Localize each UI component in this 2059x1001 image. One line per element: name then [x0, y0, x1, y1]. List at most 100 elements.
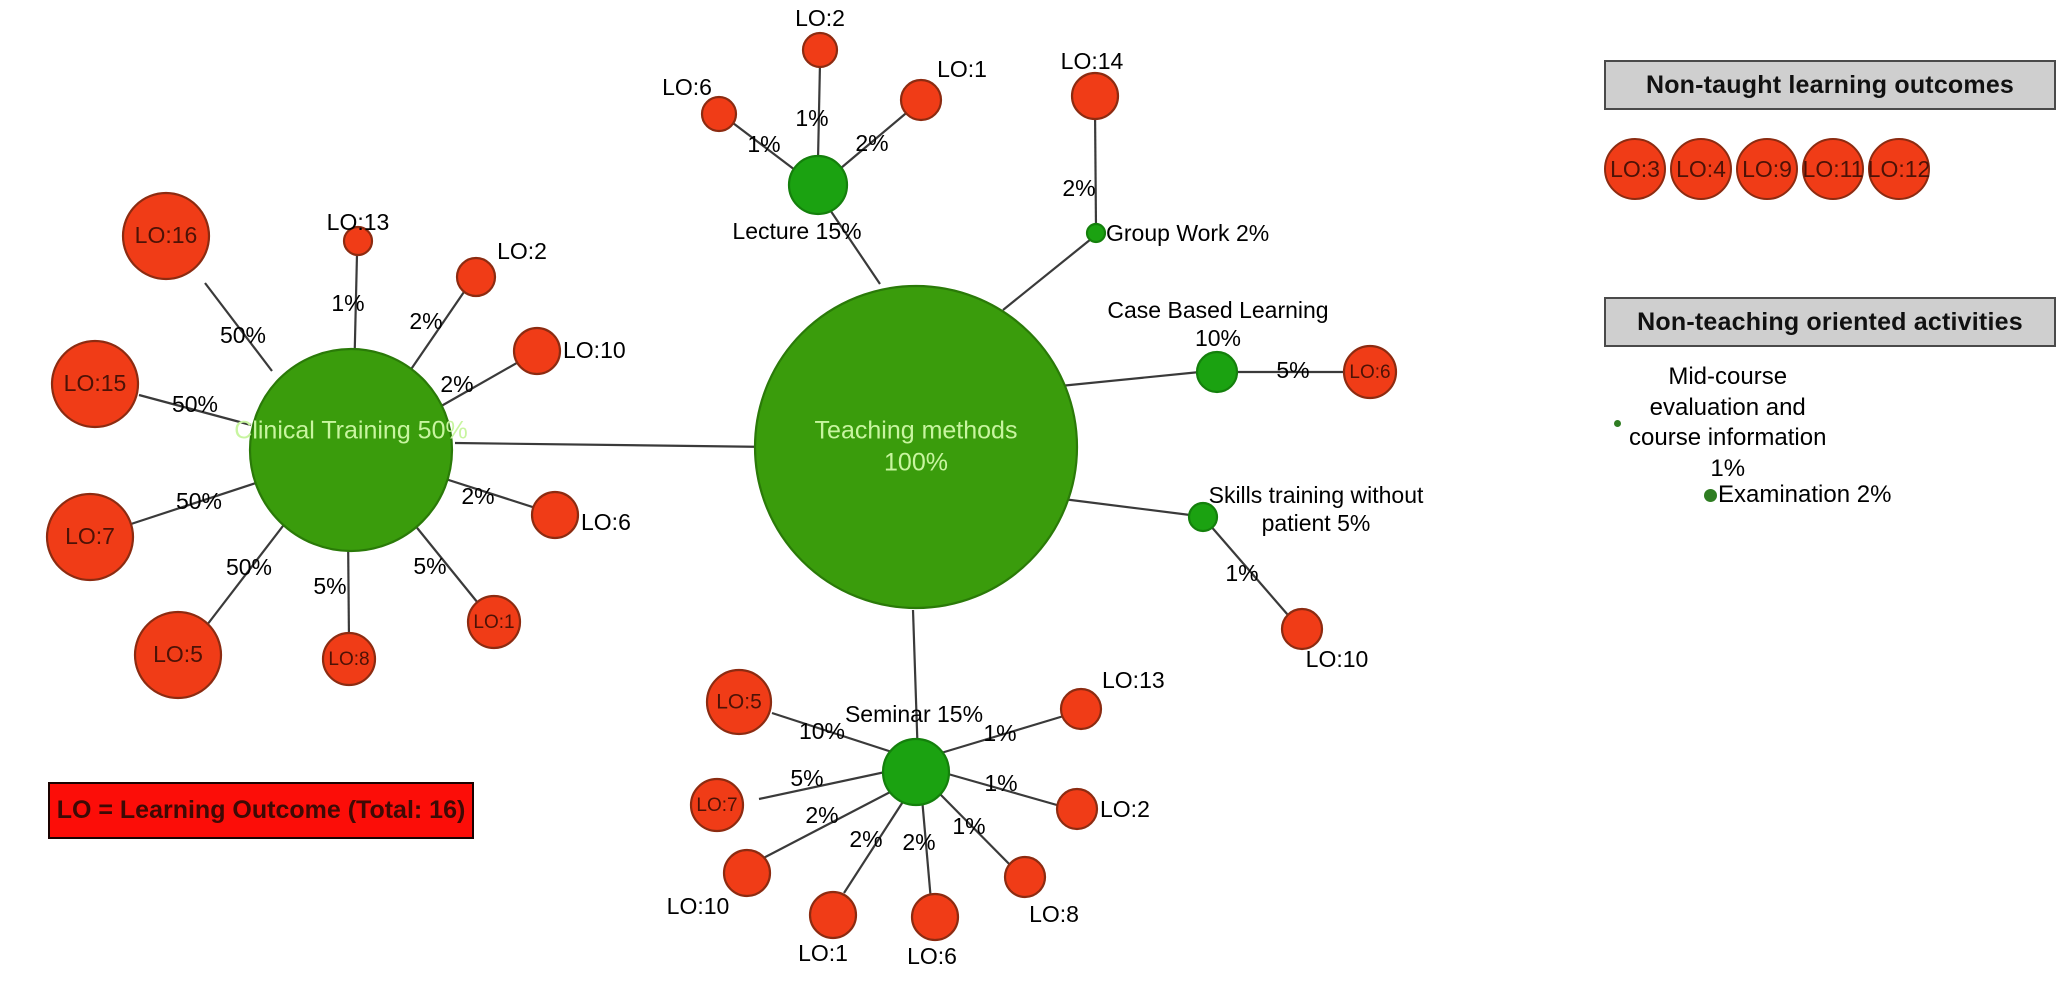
clinical-training-circle[interactable]: [248, 347, 454, 553]
node-seminar[interactable]: [881, 737, 951, 807]
seminar-lo13-circle[interactable]: [1059, 687, 1103, 731]
edge-clinical-lo16: [204, 282, 273, 372]
node-lecture-lo2[interactable]: [801, 31, 839, 69]
seminar-lo1-pct: 2%: [849, 826, 882, 852]
seminar-lo6-pct: 2%: [902, 829, 935, 855]
node-seminar-lo10[interactable]: [722, 848, 772, 898]
cluster-clinical-training: LO:16 LO:15 LO:7 LO:5: [45, 191, 631, 700]
clinical-lo15-label: LO:15: [64, 370, 127, 396]
edge-skills-lo10: [1208, 523, 1295, 623]
cluster-seminar: LO:5 LO:7: [667, 667, 1165, 969]
seminar-lo1-outer-label: LO:1: [798, 940, 848, 966]
midcourse-line3: course information: [1629, 424, 1827, 452]
node-seminar-lo8[interactable]: [1003, 855, 1047, 899]
seminar-lo7-pct: 5%: [790, 765, 823, 791]
clinical-lo2-outer-label: LO:2: [497, 238, 547, 264]
clinical-lo16-label: LO:16: [135, 222, 198, 248]
clinical-lo2-circle[interactable]: [455, 256, 497, 298]
lecture-circle[interactable]: [787, 154, 849, 216]
node-lecture-lo1[interactable]: [899, 78, 943, 122]
non-taught-lo12[interactable]: LO:12: [1868, 138, 1930, 200]
node-clinical-lo5[interactable]: LO:5: [133, 610, 223, 700]
node-skills-training[interactable]: [1187, 501, 1219, 533]
case-based-circle[interactable]: [1195, 350, 1239, 394]
edge-seminar-lo5: [771, 711, 893, 754]
group-work-label: Group Work 2%: [1106, 220, 1269, 246]
non-taught-lo4[interactable]: LO:4: [1670, 138, 1732, 200]
edge-clinical-lo10: [428, 355, 530, 414]
teaching-methods-circle[interactable]: [753, 284, 1079, 610]
seminar-lo6-circle[interactable]: [910, 892, 960, 942]
skills-label-line2: patient 5%: [1262, 510, 1371, 536]
node-group-work[interactable]: [1085, 222, 1107, 244]
node-clinical-lo13[interactable]: [342, 225, 374, 257]
seminar-lo7-circle[interactable]: [689, 777, 745, 833]
node-seminar-lo6[interactable]: [910, 892, 960, 942]
node-clinical-training[interactable]: Clinical Training 50%: [234, 347, 468, 553]
legend-non-taught-title: Non-taught learning outcomes: [1645, 70, 2015, 99]
edges-leaf-methods: [1093, 107, 1343, 623]
clinical-lo1-circle[interactable]: [466, 594, 522, 650]
skills-lo10-circle[interactable]: [1280, 607, 1324, 651]
node-clinical-lo1[interactable]: LO:1: [466, 594, 522, 650]
node-seminar-lo1[interactable]: [808, 890, 858, 940]
edge-clinical-lo7: [130, 481, 257, 526]
node-case-based-learning[interactable]: [1195, 350, 1239, 394]
seminar-lo5-circle[interactable]: [705, 668, 773, 736]
node-clinical-lo7[interactable]: LO:7: [45, 492, 135, 582]
edge-clinical-lo5: [206, 521, 287, 626]
clinical-lo13-circle[interactable]: [342, 225, 374, 257]
node-clinical-lo2[interactable]: [455, 256, 497, 298]
seminar-lo1-circle[interactable]: [808, 890, 858, 940]
non-teaching-midcourse-item[interactable]: Mid-course evaluation and course informa…: [1614, 362, 1826, 485]
groupwork-lo14-circle[interactable]: [1070, 71, 1120, 121]
node-clinical-lo8[interactable]: LO:8: [321, 631, 377, 687]
clinical-lo16-circle[interactable]: [121, 191, 211, 281]
node-clinical-lo10[interactable]: [512, 326, 562, 376]
non-teaching-examination-item[interactable]: Examination 2%: [1704, 480, 1891, 511]
node-lecture[interactable]: [787, 154, 849, 216]
seminar-circle[interactable]: [881, 737, 951, 807]
node-groupwork-lo14[interactable]: [1070, 71, 1120, 121]
group-work-circle[interactable]: [1085, 222, 1107, 244]
clinical-lo15-circle[interactable]: [50, 339, 140, 429]
edge-root-clinical: [454, 441, 773, 449]
cluster-group-work: Group Work 2% LO:14 2%: [1061, 48, 1270, 246]
node-skills-lo10[interactable]: [1280, 607, 1324, 651]
node-seminar-lo5[interactable]: LO:5: [705, 668, 773, 736]
clinical-lo5-label: LO:5: [153, 641, 203, 667]
clinical-lo8-circle[interactable]: [321, 631, 377, 687]
non-taught-lo11[interactable]: LO:11: [1802, 138, 1864, 200]
skills-training-circle[interactable]: [1187, 501, 1219, 533]
seminar-lo2-pct: 1%: [984, 770, 1017, 796]
node-seminar-lo7[interactable]: LO:7: [689, 777, 745, 833]
non-taught-lo3[interactable]: LO:3: [1604, 138, 1666, 200]
node-casebased-lo6[interactable]: LO:6: [1342, 344, 1398, 400]
seminar-lo8-circle[interactable]: [1003, 855, 1047, 899]
node-clinical-lo16[interactable]: LO:16: [121, 191, 211, 281]
seminar-lo13-outer-label: LO:13: [1102, 667, 1165, 693]
node-seminar-lo2[interactable]: [1055, 787, 1099, 831]
cluster-lecture: LO:6 LO:2 LO:1 Lecture 15% 1% 1% 2%: [662, 5, 987, 244]
clinical-lo10-circle[interactable]: [512, 326, 562, 376]
casebased-lo6-circle[interactable]: [1342, 344, 1398, 400]
node-seminar-lo13[interactable]: [1059, 687, 1103, 731]
edge-groupwork-lo14: [1093, 107, 1098, 229]
lecture-lo2-circle[interactable]: [801, 31, 839, 69]
node-clinical-lo15[interactable]: LO:15: [50, 339, 140, 429]
seminar-lo2-circle[interactable]: [1055, 787, 1099, 831]
clinical-lo7-circle[interactable]: [45, 492, 135, 582]
seminar-lo10-circle[interactable]: [722, 848, 772, 898]
node-teaching-methods[interactable]: Teaching methods 100%: [753, 284, 1079, 610]
non-taught-lo9[interactable]: LO:9: [1736, 138, 1798, 200]
lecture-lo6-circle[interactable]: [700, 95, 738, 133]
clinical-lo5-circle[interactable]: [133, 610, 223, 700]
node-clinical-lo6[interactable]: [530, 490, 580, 540]
node-lecture-lo6[interactable]: [700, 95, 738, 133]
clinical-lo2-pct: 2%: [409, 308, 442, 334]
lecture-lo1-circle[interactable]: [899, 78, 943, 122]
clinical-lo6-circle[interactable]: [530, 490, 580, 540]
seminar-lo2-outer-label: LO:2: [1100, 796, 1150, 822]
legend-non-taught-title-box: Non-taught learning outcomes: [1604, 60, 2056, 110]
